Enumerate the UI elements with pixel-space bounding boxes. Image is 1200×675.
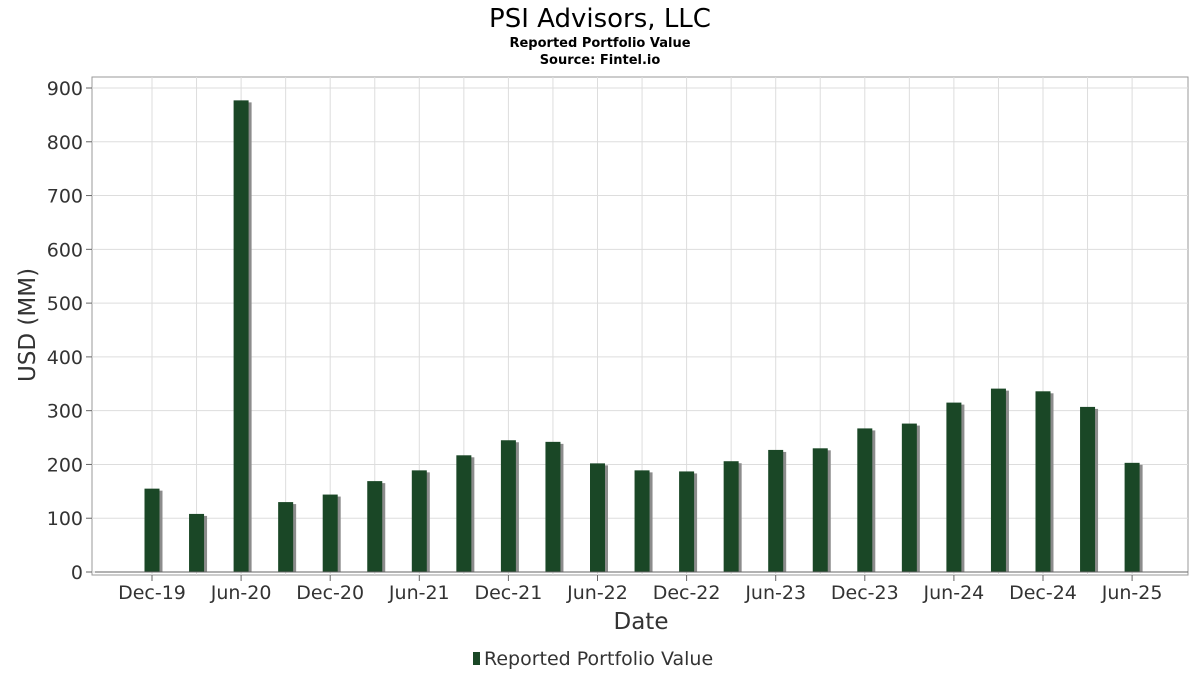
bar bbox=[456, 455, 472, 572]
x-tick-label: Dec-20 bbox=[296, 582, 364, 604]
chart-source: Source: Fintel.io bbox=[540, 53, 661, 68]
bar bbox=[1035, 391, 1051, 572]
bar bbox=[411, 470, 427, 572]
x-tick-label: Dec-21 bbox=[474, 582, 542, 604]
bar bbox=[278, 502, 294, 572]
bar bbox=[367, 481, 383, 572]
x-tick-label: Dec-24 bbox=[1009, 582, 1077, 604]
bar bbox=[233, 100, 249, 572]
x-tick-label: Jun-22 bbox=[566, 582, 628, 604]
bar bbox=[812, 448, 828, 572]
x-tick-label: Jun-23 bbox=[744, 582, 806, 604]
bar bbox=[990, 388, 1006, 572]
bar bbox=[946, 402, 962, 572]
bar bbox=[634, 470, 650, 572]
legend: Reported Portfolio Value bbox=[473, 648, 713, 670]
bar bbox=[768, 449, 784, 572]
y-tick-label: 100 bbox=[47, 508, 83, 530]
legend-swatch bbox=[473, 652, 480, 665]
y-tick-label: 300 bbox=[47, 401, 83, 423]
y-tick-label: 200 bbox=[47, 454, 83, 476]
y-tick-label: 800 bbox=[47, 132, 83, 154]
y-tick-labels: 0 100 200 300 400 500 600 700 800 900 bbox=[47, 78, 83, 584]
x-tick-label: Dec-19 bbox=[118, 582, 186, 604]
bar bbox=[590, 463, 605, 572]
x-tick-labels: Dec-19 Jun-20 Dec-20 Jun-21 Dec-21 Jun-22 Dec-… bbox=[118, 582, 1162, 604]
bar bbox=[901, 423, 917, 572]
x-tick-label: Dec-23 bbox=[831, 582, 899, 604]
x-axis-title: Date bbox=[614, 609, 669, 635]
bar bbox=[1124, 462, 1140, 572]
y-tick-label: 600 bbox=[47, 239, 83, 261]
y-tick-label: 500 bbox=[47, 293, 83, 315]
bar bbox=[679, 471, 695, 572]
chart-subtitle: Reported Portfolio Value bbox=[509, 36, 690, 51]
bar bbox=[723, 461, 739, 572]
x-tick-label: Jun-24 bbox=[923, 582, 985, 604]
bar bbox=[322, 494, 338, 572]
y-tick-label: 400 bbox=[47, 347, 83, 369]
bar bbox=[545, 441, 561, 572]
x-tick-label: Jun-20 bbox=[210, 582, 272, 604]
chart-title: PSI Advisors, LLC bbox=[489, 4, 711, 34]
x-tick-label: Jun-25 bbox=[1101, 582, 1163, 604]
y-tick-label: 900 bbox=[47, 78, 83, 100]
x-tick-label: Jun-21 bbox=[388, 582, 450, 604]
bar bbox=[500, 440, 516, 572]
bar bbox=[1080, 406, 1096, 572]
legend-label: Reported Portfolio Value bbox=[484, 648, 713, 670]
y-axis-title: USD (MM) bbox=[15, 268, 41, 382]
y-tick-label: 700 bbox=[47, 186, 83, 208]
bars bbox=[144, 100, 1143, 572]
y-tick-label: 0 bbox=[71, 562, 83, 584]
x-tick-label: Dec-22 bbox=[653, 582, 721, 604]
bar bbox=[189, 513, 205, 572]
bar bbox=[857, 428, 873, 572]
bar bbox=[144, 488, 160, 572]
